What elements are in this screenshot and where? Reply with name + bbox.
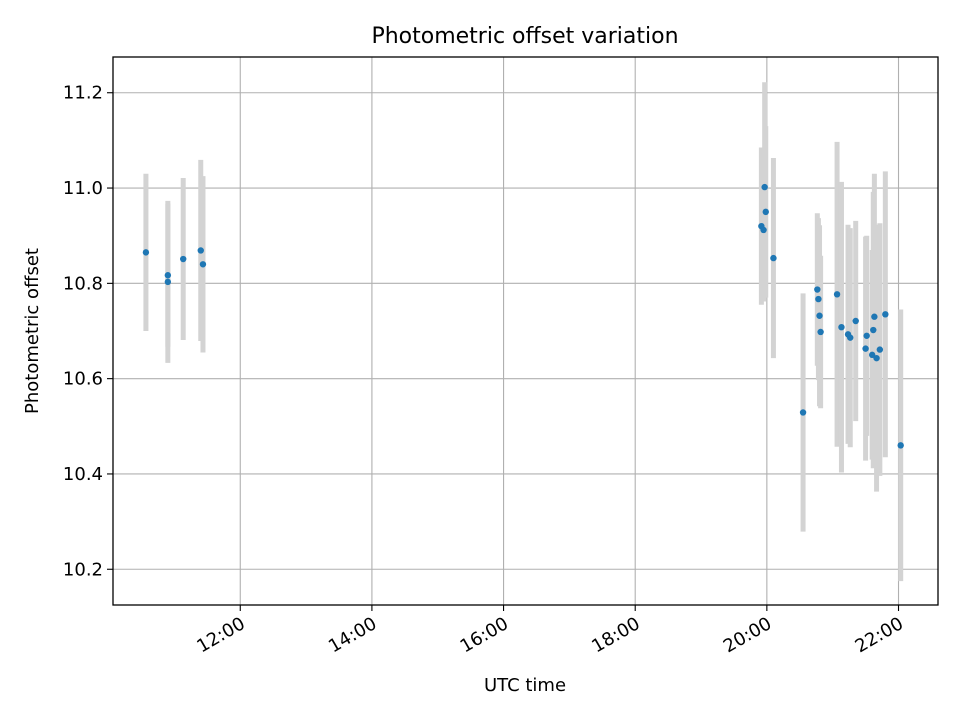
x-tick-label: 20:00 bbox=[720, 613, 775, 657]
y-tick-label: 10.4 bbox=[63, 464, 103, 485]
data-point bbox=[799, 409, 807, 416]
data-point bbox=[871, 313, 878, 320]
y-tick-label: 11.2 bbox=[63, 83, 103, 104]
x-tick-label: 12:00 bbox=[193, 613, 248, 657]
data-point bbox=[180, 255, 187, 263]
data-point bbox=[761, 183, 768, 191]
data-point bbox=[762, 208, 769, 216]
data-point bbox=[876, 346, 884, 353]
data-point bbox=[882, 311, 889, 318]
data-point bbox=[760, 226, 767, 234]
data-point bbox=[868, 351, 876, 359]
error-bars bbox=[143, 82, 904, 582]
y-axis: 10.2 10.4 10.6 10.8 11.0 11.2 bbox=[63, 83, 113, 580]
data-point bbox=[852, 317, 859, 325]
data-point bbox=[863, 332, 870, 339]
data-point bbox=[838, 323, 845, 331]
data-point bbox=[142, 249, 150, 256]
y-axis-label: Photometric offset bbox=[22, 248, 43, 414]
data-point bbox=[873, 354, 880, 362]
chart-title: Photometric offset variation bbox=[371, 24, 678, 49]
data-point bbox=[870, 326, 877, 334]
data-point bbox=[833, 291, 841, 298]
y-tick-label: 10.8 bbox=[63, 273, 103, 294]
data-point bbox=[770, 254, 777, 262]
data-point bbox=[816, 312, 823, 319]
data-point bbox=[862, 345, 869, 352]
x-tick-label: 18:00 bbox=[588, 613, 643, 657]
x-tick-label: 22:00 bbox=[852, 613, 907, 657]
data-point bbox=[847, 334, 854, 341]
y-tick-label: 11.0 bbox=[63, 178, 103, 199]
data-point bbox=[197, 247, 204, 254]
data-point bbox=[199, 261, 207, 268]
grid bbox=[113, 57, 938, 605]
x-tick-label: 14:00 bbox=[325, 613, 380, 657]
data-point bbox=[817, 328, 824, 336]
y-tick-label: 10.6 bbox=[63, 369, 103, 390]
data-point bbox=[815, 295, 822, 303]
data-point bbox=[897, 442, 904, 449]
x-axis-label: UTC time bbox=[484, 675, 566, 696]
y-tick-label: 10.2 bbox=[63, 559, 103, 580]
data-point bbox=[164, 272, 172, 279]
data-point bbox=[814, 286, 821, 293]
plot-frame bbox=[112, 56, 939, 606]
x-axis: 12:00 14:00 16:00 18:00 20:00 22:00 bbox=[193, 605, 907, 657]
x-tick-label: 16:00 bbox=[457, 613, 512, 657]
data-points bbox=[142, 183, 904, 449]
data-point bbox=[164, 278, 172, 286]
